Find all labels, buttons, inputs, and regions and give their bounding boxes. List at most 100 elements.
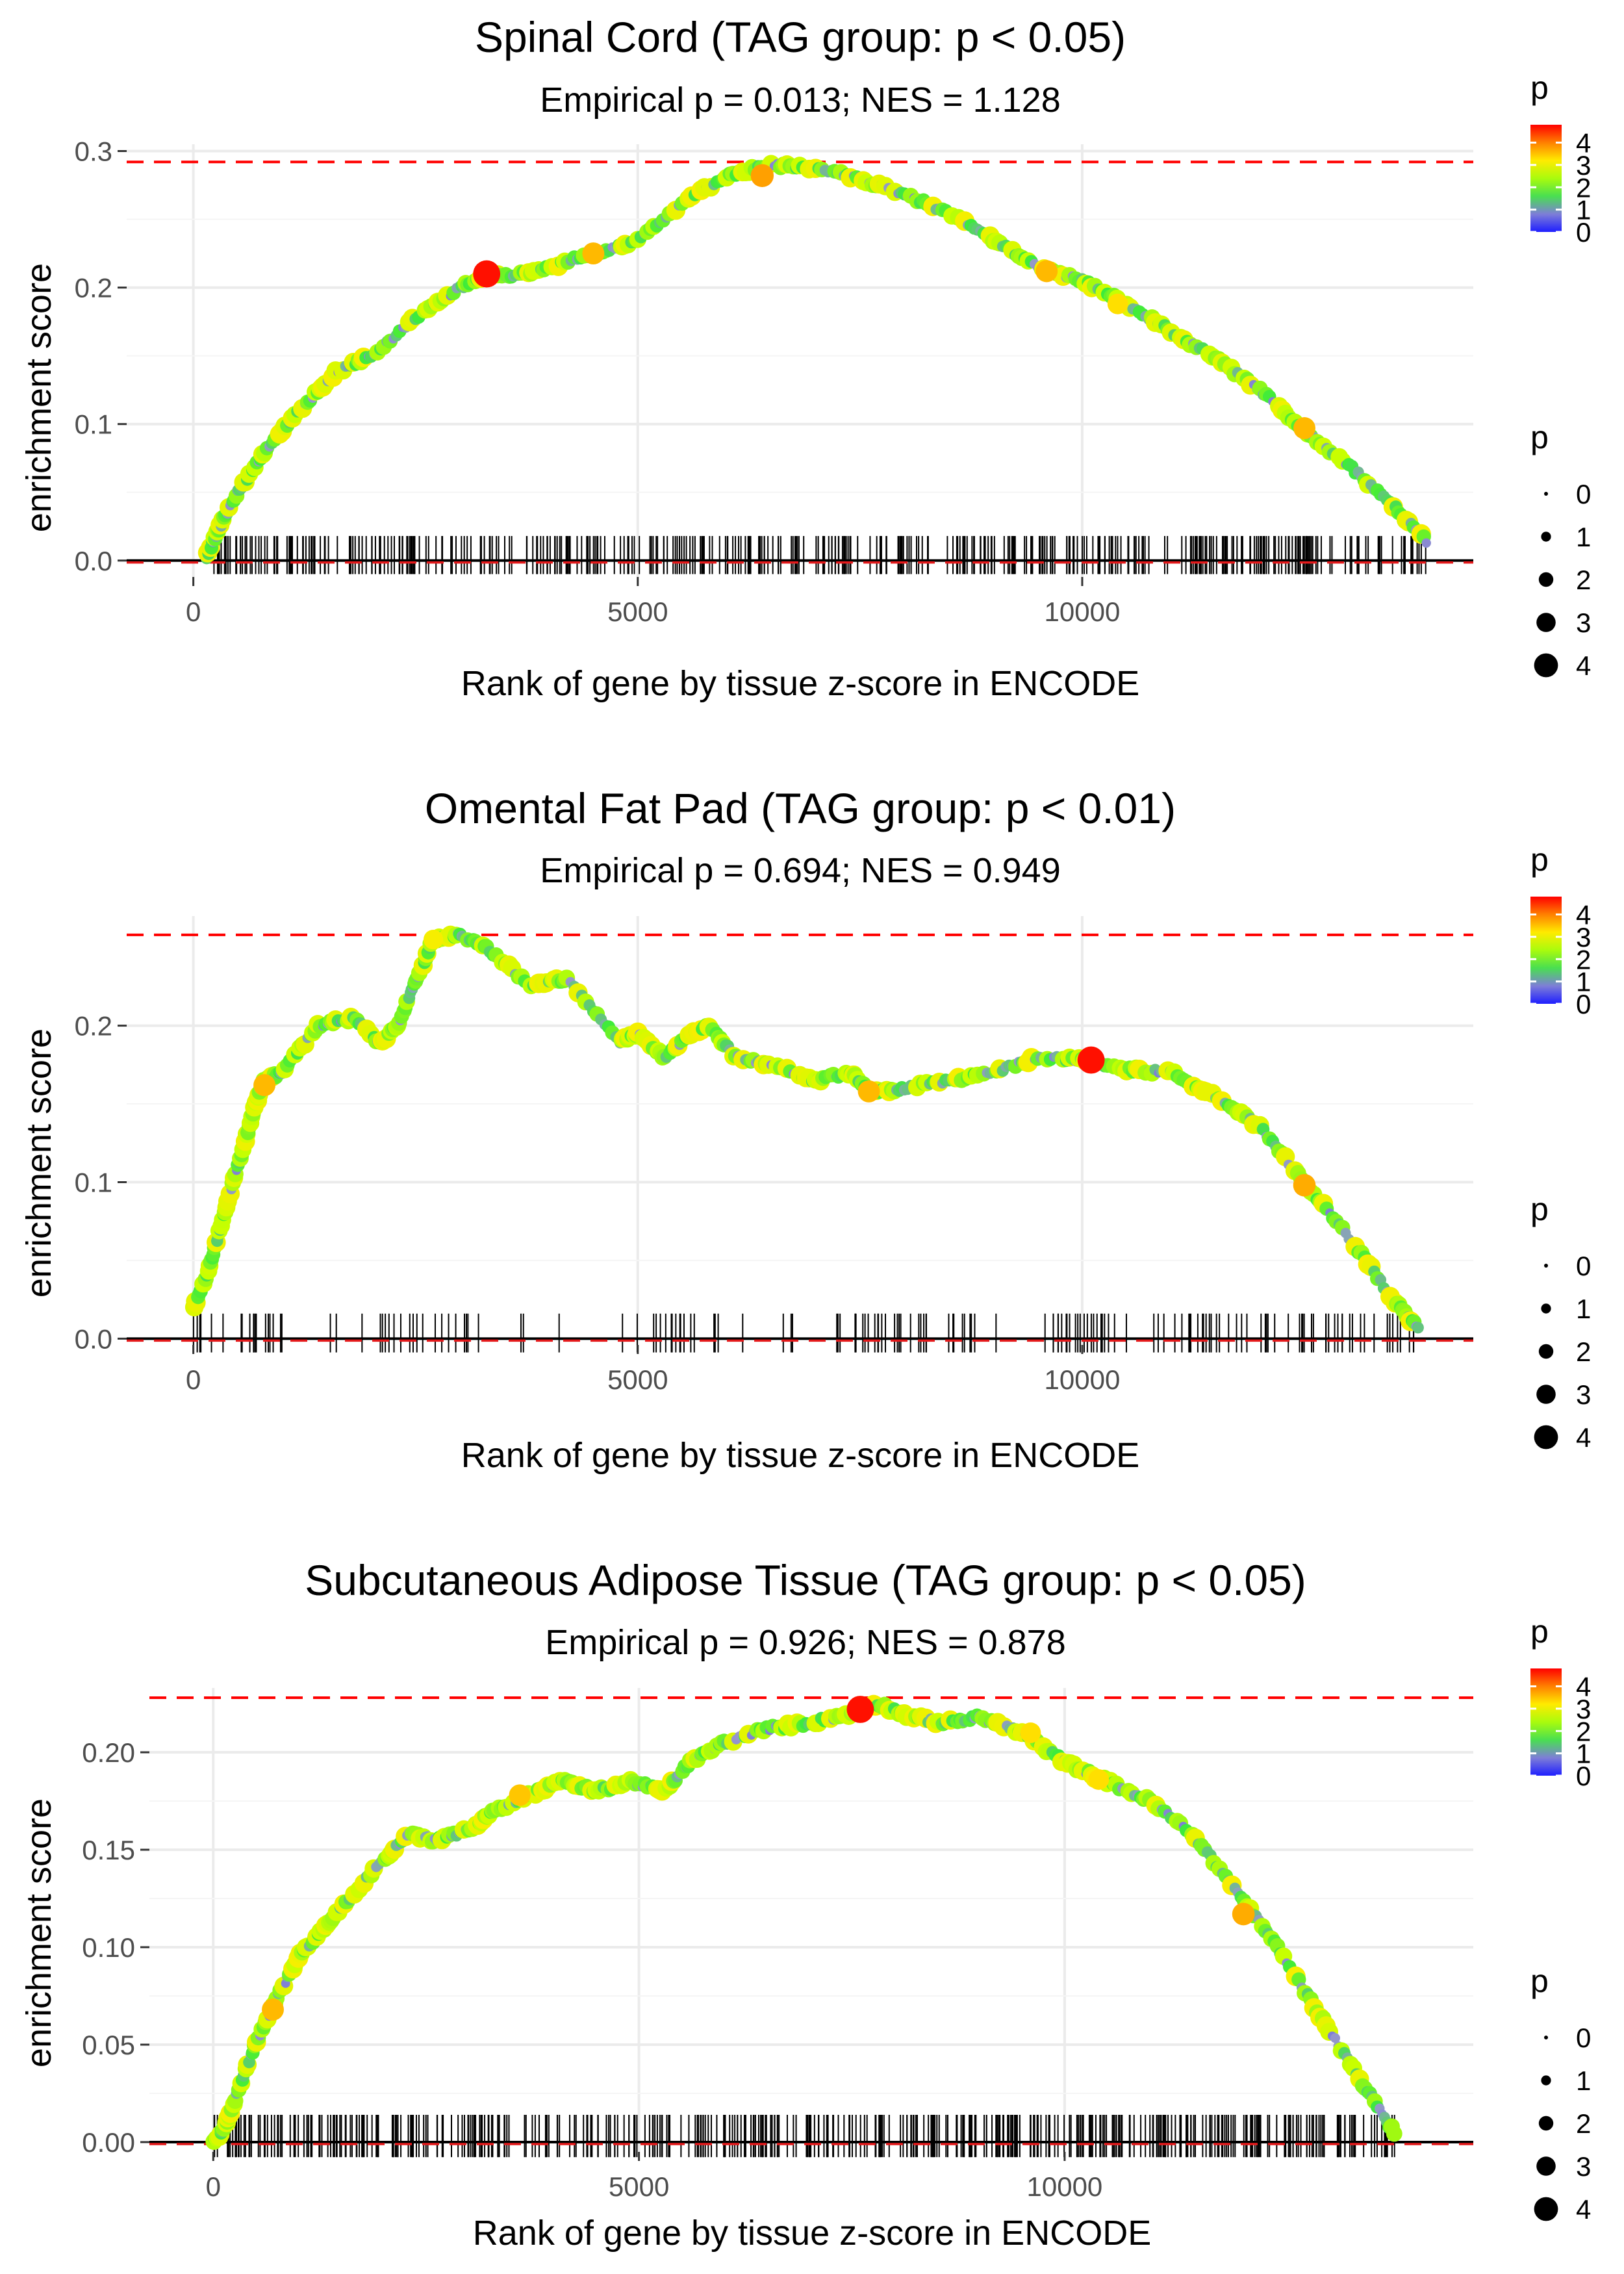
axes: 0 5000 10000 0.00 0.05 0.10 0.15 0.20 <box>82 1737 1102 2202</box>
size-key-label: 2 <box>1576 2108 1591 2139</box>
size-key-label: 1 <box>1576 2065 1591 2096</box>
colorbar-label: 4 <box>1576 128 1591 159</box>
y-axis-label: enrichment score <box>19 263 58 532</box>
colorbar-label: 3 <box>1576 922 1591 952</box>
reference-lines <box>127 933 1473 1342</box>
x-tick-label: 0 <box>186 1364 201 1395</box>
highlight-point <box>509 1784 531 1806</box>
size-key-label: 1 <box>1576 522 1591 552</box>
color-legend-title: p <box>1530 1613 1549 1650</box>
highlight-point <box>423 929 444 950</box>
gene-rug <box>192 1313 1415 1353</box>
colorbar <box>1530 897 1562 1004</box>
x-tick-label: 5000 <box>607 1364 668 1395</box>
y-tick-label: 0.05 <box>82 2030 135 2060</box>
colorbar-label: 3 <box>1576 1694 1591 1724</box>
y-tick-label: 0.2 <box>75 1011 112 1041</box>
es-line <box>205 162 1430 557</box>
x-tick-label: 5000 <box>609 2171 669 2202</box>
colorbar-label: 3 <box>1576 150 1591 181</box>
size-key-label: 0 <box>1576 479 1591 509</box>
y-tick-label: 0.0 <box>75 546 112 576</box>
size-key-label: 0 <box>1576 1251 1591 1281</box>
colorbar-label: 0 <box>1576 989 1591 1019</box>
highlight-point <box>846 1696 874 1723</box>
x-tick-label: 0 <box>206 2171 221 2202</box>
size-key-dot <box>1538 572 1554 587</box>
size-key-dot <box>1544 1264 1548 1268</box>
size-key-dot <box>1541 1303 1551 1314</box>
size-key-dot <box>1536 613 1556 632</box>
es-curve <box>184 925 1424 1334</box>
gene-point <box>1386 2125 1402 2142</box>
y-tick-label: 0.0 <box>75 1323 112 1354</box>
highlight-point <box>1035 260 1058 283</box>
y-tick-label: 0.2 <box>75 273 112 303</box>
colorbar-label: 2 <box>1576 944 1591 975</box>
size-key-dot <box>1538 1344 1554 1359</box>
x-tick-label: 5000 <box>607 596 668 627</box>
panel-title: Spinal Cord (TAG group: p < 0.05) <box>475 13 1126 61</box>
y-tick-label: 0.00 <box>82 2127 135 2158</box>
size-legend: p 0 1 2 3 4 <box>1530 1963 1591 2225</box>
x-axis-label: Rank of gene by tissue z-score in ENCODE <box>473 2214 1151 2253</box>
reference-lines <box>127 160 1473 564</box>
es-line <box>192 933 1421 1332</box>
gridlines <box>127 916 1473 1345</box>
size-key-label: 3 <box>1576 1379 1591 1410</box>
x-tick-label: 10000 <box>1045 596 1121 627</box>
highlight-point <box>750 164 774 188</box>
highlight-point <box>473 260 501 288</box>
es-line <box>212 1702 1399 2143</box>
es-curve <box>197 155 1431 565</box>
panel-title: Omental Fat Pad (TAG group: p < 0.01) <box>425 784 1176 832</box>
size-key-dot <box>1534 2197 1558 2221</box>
gene-point <box>1412 1322 1424 1334</box>
size-key-dot <box>1538 2115 1554 2131</box>
colorbar-label: 4 <box>1576 1672 1591 1702</box>
size-legend: p 0 1 2 3 4 <box>1530 419 1591 681</box>
colorbar-label: 0 <box>1576 1761 1591 1791</box>
size-key-dot <box>1541 531 1551 542</box>
y-axis-label: enrichment score <box>19 1028 58 1297</box>
size-key-label: 4 <box>1576 2194 1591 2225</box>
size-key-dot <box>1536 1385 1556 1404</box>
colorbar <box>1530 125 1562 232</box>
color-legend-title: p <box>1530 841 1549 878</box>
size-key-label: 2 <box>1576 565 1591 595</box>
size-legend: p 0 1 2 3 4 <box>1530 1191 1591 1453</box>
colorbar-label: 1 <box>1576 195 1591 225</box>
highlight-point <box>1077 1046 1105 1074</box>
size-legend-title: p <box>1530 1191 1549 1227</box>
gene-point <box>1330 2033 1341 2043</box>
y-tick-label: 0.1 <box>75 409 112 440</box>
y-tick-label: 0.15 <box>82 1835 135 1865</box>
y-tick-label: 0.3 <box>75 136 112 167</box>
panel-subtitle: Empirical p = 0.013; NES = 1.128 <box>540 81 1060 120</box>
panel-subcutaneous-adipose: Subcutaneous Adipose Tissue (TAG group: … <box>19 1556 1591 2253</box>
highlight-point <box>262 1999 284 2021</box>
size-key-label: 4 <box>1576 1422 1591 1453</box>
highlight-point <box>1020 1722 1041 1743</box>
y-tick-label: 0.20 <box>82 1737 135 1768</box>
es-curve <box>205 1694 1402 2150</box>
reference-lines <box>149 1696 1473 2145</box>
colorbar <box>1530 1668 1562 1776</box>
y-axis-label: enrichment score <box>19 1798 58 2067</box>
size-legend-title: p <box>1530 419 1549 455</box>
highlight-point <box>1293 1173 1316 1197</box>
gridlines <box>149 1688 1473 2152</box>
x-tick-label: 10000 <box>1027 2171 1103 2202</box>
size-key-label: 4 <box>1576 650 1591 681</box>
colorbar-label: 0 <box>1576 217 1591 248</box>
panel-subtitle: Empirical p = 0.694; NES = 0.949 <box>540 851 1060 890</box>
highlight-point <box>253 1074 276 1097</box>
x-tick-label: 0 <box>186 596 201 627</box>
size-key-dot <box>1541 2075 1551 2086</box>
size-key-label: 1 <box>1576 1294 1591 1324</box>
highlight-point <box>582 242 605 265</box>
y-tick-label: 0.1 <box>75 1167 112 1197</box>
